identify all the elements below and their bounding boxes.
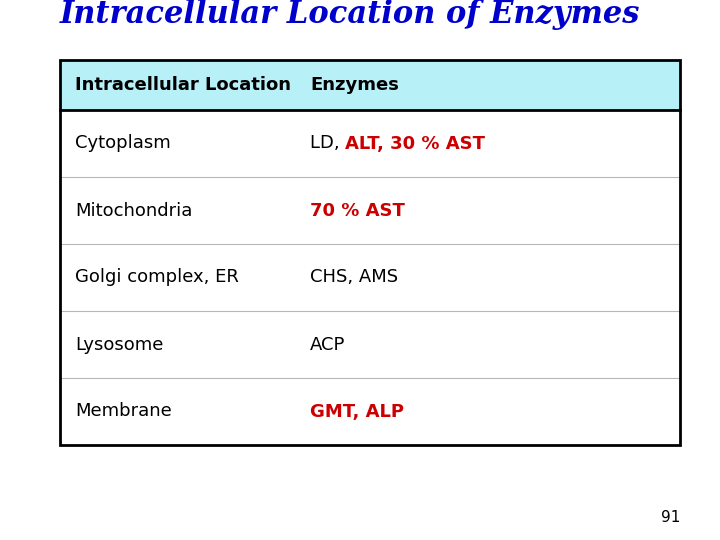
Bar xyxy=(60,60,680,445)
Bar xyxy=(60,60,680,110)
Text: Intracellular Location: Intracellular Location xyxy=(75,76,291,94)
Text: Lysosome: Lysosome xyxy=(75,335,163,354)
Text: LD,: LD, xyxy=(310,134,346,152)
Text: Intracellular Location of Enzymes: Intracellular Location of Enzymes xyxy=(60,0,640,30)
Text: 70 % AST: 70 % AST xyxy=(310,201,405,219)
Text: GMT, ALP: GMT, ALP xyxy=(310,402,404,421)
Text: Cytoplasm: Cytoplasm xyxy=(75,134,171,152)
Text: CHS, AMS: CHS, AMS xyxy=(310,268,398,287)
Text: Mitochondria: Mitochondria xyxy=(75,201,192,219)
Text: ACP: ACP xyxy=(310,335,346,354)
Text: ALT, 30 % AST: ALT, 30 % AST xyxy=(346,134,485,152)
Text: Membrane: Membrane xyxy=(75,402,172,421)
Text: Golgi complex, ER: Golgi complex, ER xyxy=(75,268,239,287)
Text: 91: 91 xyxy=(661,510,680,525)
Text: Enzymes: Enzymes xyxy=(310,76,399,94)
